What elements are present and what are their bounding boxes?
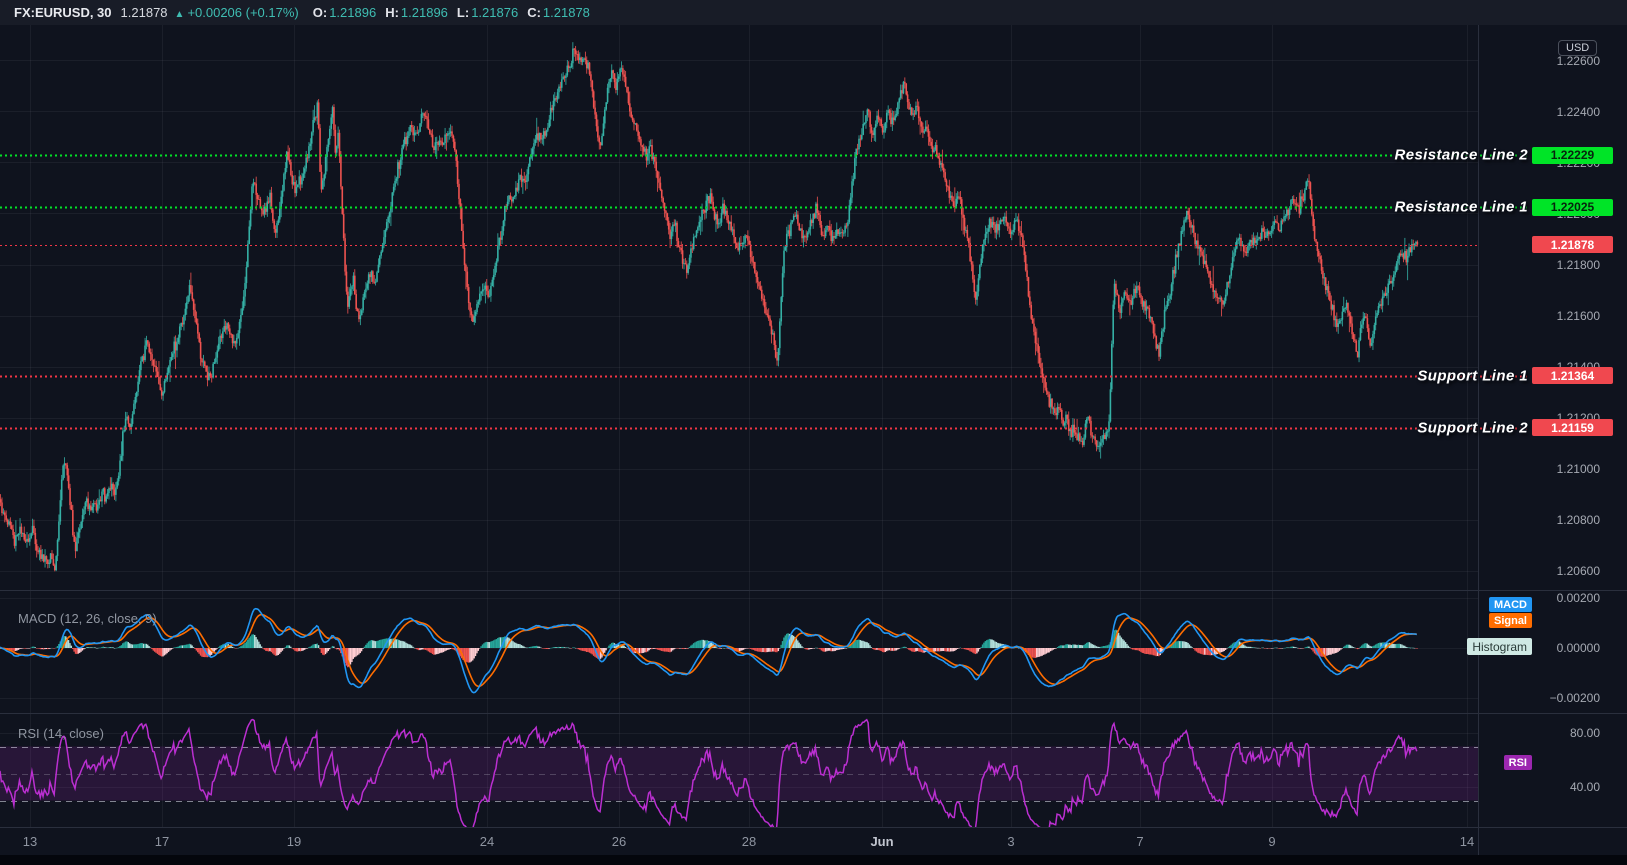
- histogram-legend-badge: Histogram: [1467, 638, 1532, 655]
- time-axis-label: 13: [22, 834, 38, 849]
- rsi-pane-title[interactable]: RSI (14, close): [18, 726, 104, 741]
- price-axis-label: 1.21600: [1556, 308, 1600, 323]
- ohlc-label: L:: [456, 5, 470, 20]
- macd-axis-label: 0.00200: [1556, 591, 1600, 605]
- current-price-badge: 1.21878: [1532, 236, 1613, 254]
- up-arrow-icon: ▲: [174, 9, 185, 20]
- resistance-line-label[interactable]: Resistance Line 2: [1394, 146, 1528, 164]
- change-value: +0.00206 (+0.17%): [187, 5, 299, 20]
- macd-axis-label: 0.00000: [1556, 641, 1600, 655]
- time-axis-label: Jun: [870, 834, 894, 849]
- ohlc-value: 1.21896: [400, 5, 448, 20]
- resistance-line-label[interactable]: Resistance Line 1: [1394, 198, 1528, 216]
- ohlc-value: 1.21878: [542, 5, 590, 20]
- price-axis-label: 1.20800: [1556, 512, 1600, 527]
- price-axis-label: 1.20600: [1556, 563, 1600, 578]
- price-scale-currency-button[interactable]: USD: [1558, 40, 1598, 56]
- price-change: ▲ +0.00206 (+0.17%): [175, 5, 299, 20]
- time-axis-label: 28: [741, 834, 757, 849]
- time-axis-label: 3: [1007, 834, 1015, 849]
- ohlc-pair: O: 1.21896: [313, 5, 376, 20]
- time-axis-label: 14: [1459, 834, 1475, 849]
- price-axis-label: 1.22400: [1556, 104, 1600, 119]
- macd-axis-label: −0.00200: [1549, 691, 1600, 705]
- time-axis-label: 24: [479, 834, 495, 849]
- support-line-label[interactable]: Support Line 2: [1417, 419, 1528, 437]
- ohlc-value: 1.21876: [471, 5, 519, 20]
- macd-pane-title[interactable]: MACD (12, 26, close, 9): [18, 611, 157, 626]
- ohlc-label: O:: [312, 5, 328, 20]
- ohlc-pair: L: 1.21876: [457, 5, 518, 20]
- support-line-label[interactable]: Support Line 1: [1417, 367, 1528, 385]
- time-axis-label: 19: [286, 834, 302, 849]
- last-price: 1.21878: [120, 5, 168, 20]
- support-price-badge: 1.21159: [1532, 419, 1613, 437]
- rsi-legend-badge: RSI: [1503, 755, 1532, 770]
- price-axis-label: 1.21800: [1556, 257, 1600, 272]
- support-price-badge: 1.21364: [1532, 367, 1613, 385]
- symbol-title[interactable]: FX:EURUSD, 30: [14, 5, 112, 20]
- ohlc-label: C:: [527, 5, 541, 20]
- time-axis-label: 7: [1136, 834, 1144, 849]
- ohlc-pair: H: 1.21896: [385, 5, 448, 20]
- ohlc-value: 1.21896: [329, 5, 377, 20]
- symbol-info-bar: FX:EURUSD, 30 1.21878 ▲ +0.00206 (+0.17%)…: [0, 0, 1627, 25]
- rsi-axis-label: 40.00: [1569, 780, 1600, 794]
- ohlc-pair: C: 1.21878: [527, 5, 590, 20]
- ohlc-values: O: 1.21896 H: 1.21896 L: 1.21876 C: 1.21878: [313, 5, 590, 20]
- time-axis-label: 17: [154, 834, 170, 849]
- time-axis-label: 9: [1268, 834, 1276, 849]
- time-axis-label: 26: [611, 834, 627, 849]
- resistance-price-badge: 1.22229: [1532, 146, 1613, 164]
- rsi-axis-label: 80.00: [1569, 726, 1600, 740]
- macd-legend-badge: MACD: [1489, 597, 1532, 612]
- ohlc-label: H:: [385, 5, 399, 20]
- resistance-price-badge: 1.22025: [1532, 198, 1613, 216]
- price-axis-label: 1.22600: [1556, 53, 1600, 68]
- price-axis-label: 1.21000: [1556, 461, 1600, 476]
- signal-legend-badge: Signal: [1488, 613, 1532, 628]
